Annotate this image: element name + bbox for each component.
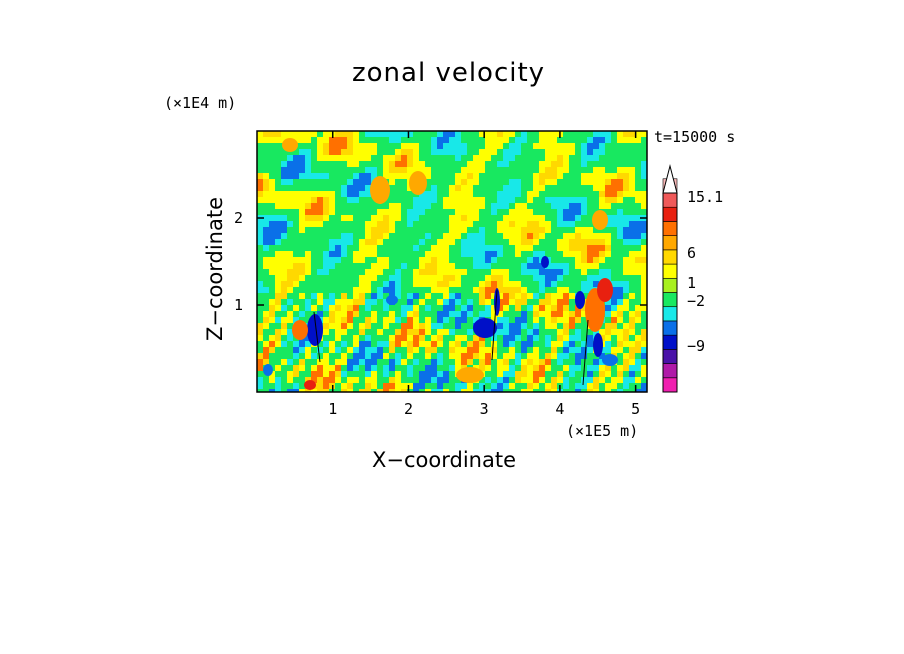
- x-axis-label: X−coordinate: [372, 448, 516, 472]
- colorbar: 15.1 6 1−2 −9: [662, 164, 723, 393]
- colorbar-label: −2: [687, 292, 705, 310]
- colorbar-segment: [662, 206, 678, 222]
- y-axis-ticks: 12: [234, 209, 647, 314]
- colorbar-label: −9: [687, 337, 705, 355]
- colorbar-label: 6: [687, 244, 696, 262]
- colorbar-segment: [662, 292, 678, 308]
- x-tick-label: 5: [631, 400, 640, 418]
- time-label: t=15000 s: [654, 128, 736, 146]
- y-tick-label: 1: [234, 296, 243, 314]
- x-tick-label: 2: [404, 400, 413, 418]
- x-axis-ticks: 1 2 3 4 5: [328, 131, 640, 418]
- colorbar-segment: [662, 363, 678, 379]
- chart-title: zonal velocity: [352, 58, 546, 88]
- colorbar-segment: [662, 249, 678, 265]
- colorbar-label: 15.1: [687, 188, 723, 206]
- colorbar-segment: [662, 306, 678, 322]
- colorbar-label: 1: [687, 274, 696, 292]
- colorbar-segment: [662, 320, 678, 336]
- colorbar-segment: [662, 349, 678, 364]
- contour-field: [257, 131, 647, 392]
- colorbar-segment: [662, 263, 678, 279]
- plot-frame: [256, 130, 648, 393]
- colorbar-segment: [662, 277, 678, 293]
- colorbar-segment: [662, 334, 678, 350]
- y-tick-label: 2: [234, 209, 243, 227]
- x-tick-label: 3: [480, 400, 489, 418]
- x-unit-label: (×1E5 m): [566, 422, 639, 440]
- colorbar-segment: [662, 377, 678, 393]
- y-unit-label: (×1E4 m): [164, 94, 237, 112]
- x-tick-label: 1: [328, 400, 337, 418]
- colorbar-segment: [662, 192, 678, 208]
- colorbar-segment: [662, 221, 678, 236]
- colorbar-segment: [662, 235, 678, 251]
- x-tick-label: 4: [555, 400, 564, 418]
